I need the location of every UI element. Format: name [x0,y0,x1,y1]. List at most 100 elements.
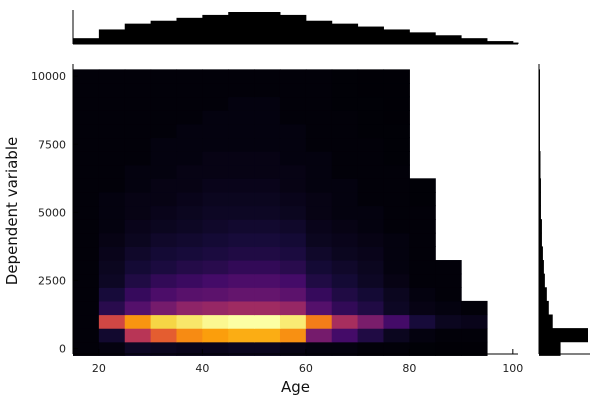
heatmap-cell [254,260,281,275]
heatmap-cell [202,178,229,193]
top-hist-bar [331,23,359,44]
heatmap-cell [357,341,385,356]
heatmap-cell [383,205,410,220]
heatmap-cell [383,178,410,193]
heatmap-cell [202,314,229,329]
heatmap-cell [461,314,488,329]
heatmap-cell [150,219,178,234]
heatmap-cell [228,341,255,356]
heatmap-cell [409,260,436,275]
heatmap-cell [73,137,100,152]
heatmap-cell [202,246,229,261]
heatmap-cell [279,164,307,179]
heatmap-cell [124,151,152,166]
heatmap-cell [98,287,126,302]
heatmap-cell [98,178,126,193]
y-tick-label: 10000 [31,70,66,83]
heatmap-cell [279,96,307,111]
heatmap-cell [73,300,100,316]
right-hist-bar [539,96,540,111]
heatmap-cell [98,314,126,329]
heatmap-cell [176,110,203,125]
heatmap-cell [383,164,410,179]
heatmap-cell [176,69,203,84]
right-hist-bar [539,137,540,152]
heatmap-cell [305,82,333,98]
heatmap-cell [331,287,359,302]
right-hist-bar [539,300,549,316]
top-hist-bar [486,41,514,44]
heatmap-cell [279,151,307,166]
heatmap-cell [305,205,333,220]
heatmap-cell [176,300,203,316]
heatmap-cell [202,137,229,152]
heatmap-cell [331,219,359,234]
heatmap-cell [98,82,126,98]
heatmap-cell [228,96,255,111]
heatmap-cell [357,314,385,329]
heatmap-cell [331,96,359,111]
heatmap-cell [98,260,126,275]
heatmap-cell [435,260,462,275]
heatmap-cell [357,300,385,316]
heatmap-cell [357,82,385,98]
heatmap-cell [124,300,152,316]
heatmap-cell [305,123,333,139]
heatmap-cell [176,205,203,220]
heatmap-cell [305,219,333,234]
heatmap-cell [435,287,462,302]
heatmap-cell [228,191,255,207]
heatmap-cell [124,287,152,302]
heatmap-cell [98,232,126,248]
heatmap-cell [254,205,281,220]
heatmap-cell [176,260,203,275]
heatmap-cell [331,205,359,220]
heatmap-cell [124,341,152,356]
heatmap-cell [331,178,359,193]
heatmap-cell [124,69,152,84]
heatmap-cell [176,314,203,329]
heatmap-cell [150,164,178,179]
heatmap-cell [150,232,178,248]
heatmap-cell [124,110,152,125]
heatmap-cell [254,151,281,166]
top-hist-bar [383,29,410,44]
heatmap-cell [228,300,255,316]
heatmap-cell [98,205,126,220]
heatmap-cell [150,82,178,98]
heatmap-cell [228,110,255,125]
heatmap-cell [124,246,152,261]
heatmap-cell [150,287,178,302]
heatmap-cell [331,341,359,356]
right-hist-bar [539,178,541,193]
heatmap-cell [150,260,178,275]
heatmap-cell [279,110,307,125]
heatmap-cell [176,246,203,261]
heatmap-cell [254,137,281,152]
heatmap-cell [305,328,333,343]
heatmap-cells [73,69,488,356]
y-tick-label: 0 [59,343,66,356]
heatmap-cell [228,232,255,248]
right-hist-bar [539,341,561,356]
heatmap-cell [409,178,436,193]
heatmap-cell [98,273,126,288]
heatmap-cell [254,273,281,288]
heatmap-cell [73,123,100,139]
top-hist-bar [409,32,436,44]
top-hist-bar [305,20,333,44]
heatmap-cell [279,287,307,302]
heatmap-cell [202,123,229,139]
right-hist-bar [539,273,545,288]
heatmap-cell [409,328,436,343]
heatmap-cell [124,164,152,179]
top-hist-bar [435,35,462,44]
heatmap-cell [73,246,100,261]
heatmap-cell [254,314,281,329]
heatmap-cell [228,69,255,84]
heatmap-cell [279,69,307,84]
heatmap-cell [228,123,255,139]
heatmap-cell [254,287,281,302]
heatmap-cell [357,96,385,111]
